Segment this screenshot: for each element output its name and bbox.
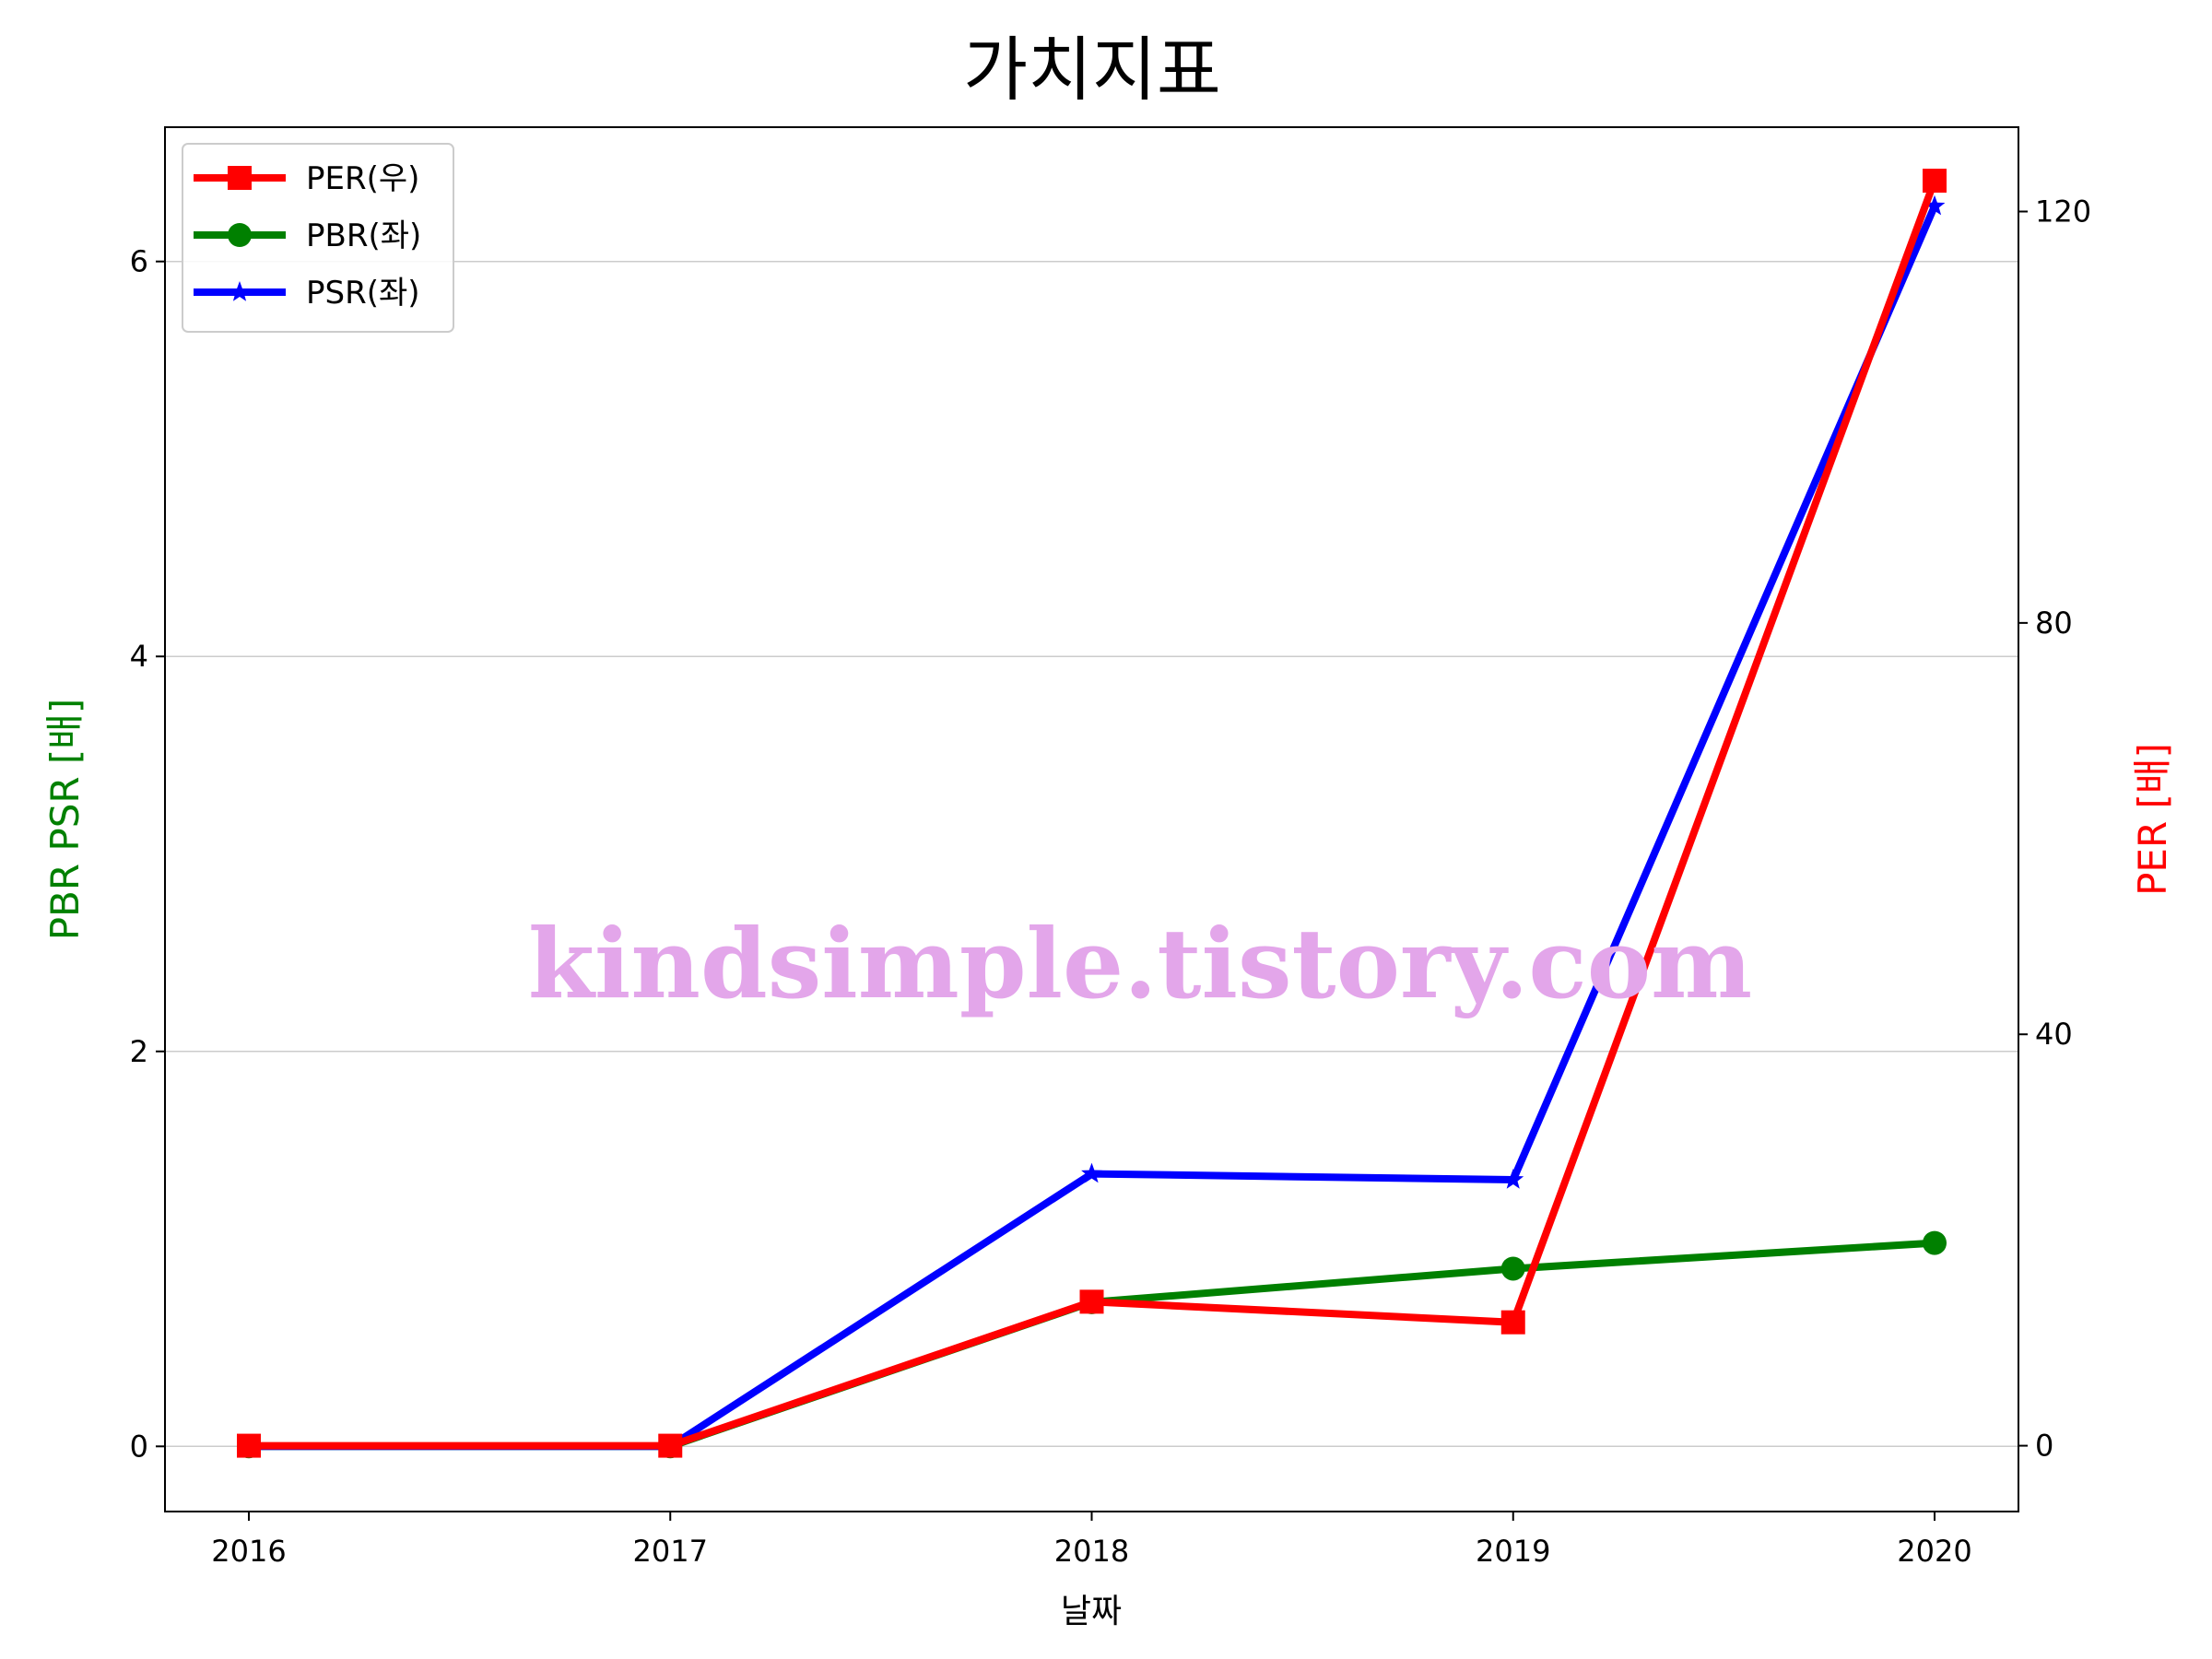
x-tick-label: 2019: [1476, 1534, 1550, 1569]
series-layer: [237, 169, 1947, 1459]
left-tick-label: 0: [130, 1429, 148, 1464]
x-tick-label: 2018: [1054, 1534, 1129, 1569]
right-tick-label: 0: [2035, 1429, 2053, 1464]
legend-marker-per: [228, 166, 252, 190]
data-point-per: [1079, 1289, 1104, 1314]
x-tick-label: 2016: [211, 1534, 286, 1569]
data-point-psr: [1081, 1162, 1102, 1183]
series-line-pbr: [249, 1239, 1936, 1451]
data-point-per: [658, 1433, 683, 1458]
legend: PER(우) PBR(좌) PSR(좌): [182, 143, 454, 333]
legend-label-psr: PSR(좌): [306, 275, 420, 312]
data-point-psr: [1924, 194, 1946, 216]
legend-box: [182, 143, 454, 333]
left-tick-label: 2: [130, 1034, 148, 1069]
data-point-per: [1500, 1310, 1525, 1335]
left-tick-label: 4: [130, 639, 148, 674]
axis-ticks: 0 2 4 6 0 40 80 120 2016 2017 2018 2019 2020: [130, 194, 2091, 1569]
right-tick-label: 80: [2035, 606, 2073, 641]
data-point-per: [1923, 169, 1947, 194]
x-axis-label: 날짜: [1061, 1593, 1122, 1630]
data-point-pbr: [1500, 1256, 1525, 1281]
left-tick-label: 6: [130, 244, 148, 279]
data-point-psr: [1502, 1169, 1524, 1189]
grid-lines: [165, 260, 2018, 1448]
left-axis-label: PBR PSR [배]: [42, 699, 88, 941]
data-point-pbr: [1923, 1230, 1947, 1255]
plot-frame: [164, 126, 2019, 1512]
series-psr: [238, 194, 1946, 1455]
legend-marker-pbr: [228, 223, 252, 247]
x-tick-label: 2017: [633, 1534, 708, 1569]
series-pbr: [237, 1230, 1947, 1459]
right-tick-label: 40: [2035, 1017, 2073, 1052]
right-axis-label: PER [배]: [2130, 743, 2175, 896]
right-tick-label: 120: [2035, 194, 2091, 229]
legend-marker-psr: [229, 281, 251, 301]
series-per: [237, 169, 1947, 1458]
x-tick-label: 2020: [1897, 1534, 1971, 1569]
legend-label-per: PER(우): [306, 160, 419, 197]
watermark: kindsimple.tistory.com: [528, 907, 1752, 1020]
legend-label-pbr: PBR(좌): [306, 218, 421, 254]
data-point-per: [237, 1433, 261, 1458]
chart-title: 가치지표: [963, 29, 1221, 111]
